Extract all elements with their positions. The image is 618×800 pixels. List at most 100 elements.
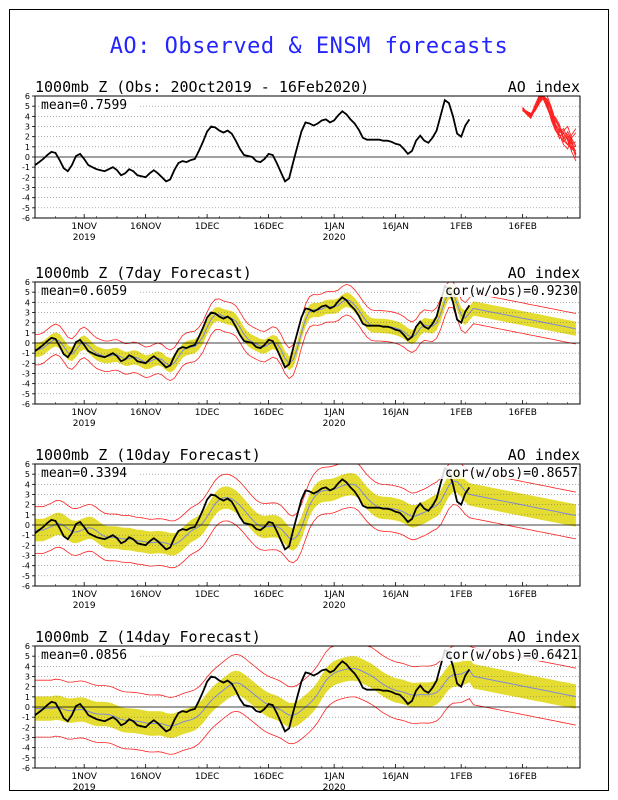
panel-mean-label: mean=0.6059 <box>41 284 127 299</box>
panel-cor-label: cor(w/obs)=0.6421 <box>445 648 578 663</box>
panel-title: 1000mb Z (10day Forecast) <box>35 446 261 464</box>
y-tick-label: -3 <box>22 734 30 743</box>
panel-cor-label: cor(w/obs)=0.9230 <box>445 284 578 299</box>
y-tick-label: -3 <box>22 370 30 379</box>
y-tick-label: -3 <box>22 552 30 561</box>
x-tick-label: 16FEB <box>508 408 537 418</box>
panel-title: 1000mb Z (7day Forecast) <box>35 264 252 282</box>
panel-title: 1000mb Z (Obs: 20Oct2019 - 16Feb2020) <box>35 78 369 96</box>
y-tick-label: 1 <box>25 143 30 152</box>
y-tick-label: -1 <box>22 531 30 540</box>
y-tick-label: 6 <box>25 460 30 469</box>
mean-label-bg <box>39 466 139 479</box>
x-tick-year-label: 2020 <box>323 233 346 243</box>
y-tick-label: -5 <box>22 572 30 581</box>
plot-area <box>35 282 580 395</box>
y-tick-label: 2 <box>25 319 30 328</box>
cor-label-bg <box>422 648 578 661</box>
x-tick-label: 16FEB <box>508 772 537 782</box>
observed-ao-line <box>35 284 471 369</box>
cor-label-bg <box>422 466 578 479</box>
y-tick-label: 2 <box>25 501 30 510</box>
y-tick-label: 1 <box>25 329 30 338</box>
ensemble-min-line <box>35 306 576 382</box>
x-tick-label: 16FEB <box>508 222 537 232</box>
x-tick-label: 1FEB <box>450 408 473 418</box>
panel-index-label: AO index <box>508 446 580 464</box>
y-tick-label: -6 <box>22 764 30 773</box>
x-tick-label: 16DEC <box>253 222 283 232</box>
y-tick-label: 5 <box>25 102 30 111</box>
x-tick-label: 16JAN <box>382 408 409 418</box>
y-tick-label: -1 <box>22 713 30 722</box>
y-tick-label: -6 <box>22 400 30 409</box>
panel-index-label: AO index <box>508 78 580 96</box>
y-tick-label: 5 <box>25 470 30 479</box>
y-tick-label: 4 <box>25 298 30 307</box>
y-tick-label: 0 <box>25 703 30 712</box>
mean-label-bg <box>39 648 139 661</box>
panel-mean-label: mean=0.7599 <box>41 98 127 113</box>
x-tick-label: 16JAN <box>382 772 409 782</box>
x-tick-label: 16FEB <box>508 590 537 600</box>
x-tick-label: 1NOV <box>71 222 97 232</box>
y-tick-label: -5 <box>22 754 30 763</box>
forecast-member-line <box>522 96 577 145</box>
panel-index-label: AO index <box>508 628 580 646</box>
y-tick-label: 1 <box>25 693 30 702</box>
y-tick-label: 0 <box>25 339 30 348</box>
y-tick-label: 0 <box>25 153 30 162</box>
panel-mean-label: mean=0.3394 <box>41 466 127 481</box>
y-tick-label: -3 <box>22 184 30 193</box>
y-tick-label: 6 <box>25 92 30 101</box>
y-tick-label: -2 <box>22 541 30 550</box>
y-tick-label: 2 <box>25 133 30 142</box>
x-tick-label: 1DEC <box>195 590 220 600</box>
panel-cor-label: cor(w/obs)=0.8657 <box>445 466 578 481</box>
x-tick-year-label: 2019 <box>73 419 96 429</box>
x-tick-label: 1JAN <box>324 590 345 600</box>
x-tick-label: 1NOV <box>71 590 97 600</box>
x-tick-label: 1FEB <box>450 590 473 600</box>
y-tick-label: -5 <box>22 390 30 399</box>
y-tick-label: 6 <box>25 278 30 287</box>
y-tick-label: 3 <box>25 123 30 132</box>
forecast-member-line <box>522 96 577 159</box>
x-tick-label: 1JAN <box>324 222 345 232</box>
x-tick-label: 1JAN <box>324 772 345 782</box>
y-tick-label: 1 <box>25 511 30 520</box>
x-tick-label: 1NOV <box>71 772 97 782</box>
x-tick-label: 16NOV <box>130 222 162 232</box>
panel-index-label: AO index <box>508 264 580 282</box>
figure-title: AO: Observed & ENSM forecasts <box>109 34 509 59</box>
y-tick-label: 4 <box>25 662 30 671</box>
observed-ao-line <box>35 466 471 551</box>
y-tick-label: 5 <box>25 652 30 661</box>
y-tick-label: -4 <box>22 194 30 203</box>
x-tick-year-label: 2019 <box>73 233 96 243</box>
x-tick-label: 16NOV <box>130 408 162 418</box>
observed-ao-line <box>35 98 471 183</box>
x-tick-label: 16DEC <box>253 408 283 418</box>
y-tick-label: 2 <box>25 683 30 692</box>
x-tick-label: 16NOV <box>130 772 162 782</box>
mean-label-bg <box>39 98 139 111</box>
x-tick-label: 16JAN <box>382 590 409 600</box>
x-tick-label: 16NOV <box>130 590 162 600</box>
x-tick-label: 16JAN <box>382 222 409 232</box>
x-tick-year-label: 2020 <box>323 783 346 793</box>
y-tick-label: -1 <box>22 163 30 172</box>
observed-ao-line <box>35 648 471 733</box>
ensemble-spread-band <box>35 285 576 373</box>
x-tick-label: 1DEC <box>195 772 220 782</box>
panel-mean-label: mean=0.0856 <box>41 648 127 663</box>
y-tick-label: -6 <box>22 214 30 223</box>
y-tick-label: 5 <box>25 288 30 297</box>
x-tick-year-label: 2020 <box>323 601 346 611</box>
y-tick-label: -6 <box>22 582 30 591</box>
ensemble-mean-line <box>35 480 576 545</box>
y-tick-label: -4 <box>22 744 30 753</box>
